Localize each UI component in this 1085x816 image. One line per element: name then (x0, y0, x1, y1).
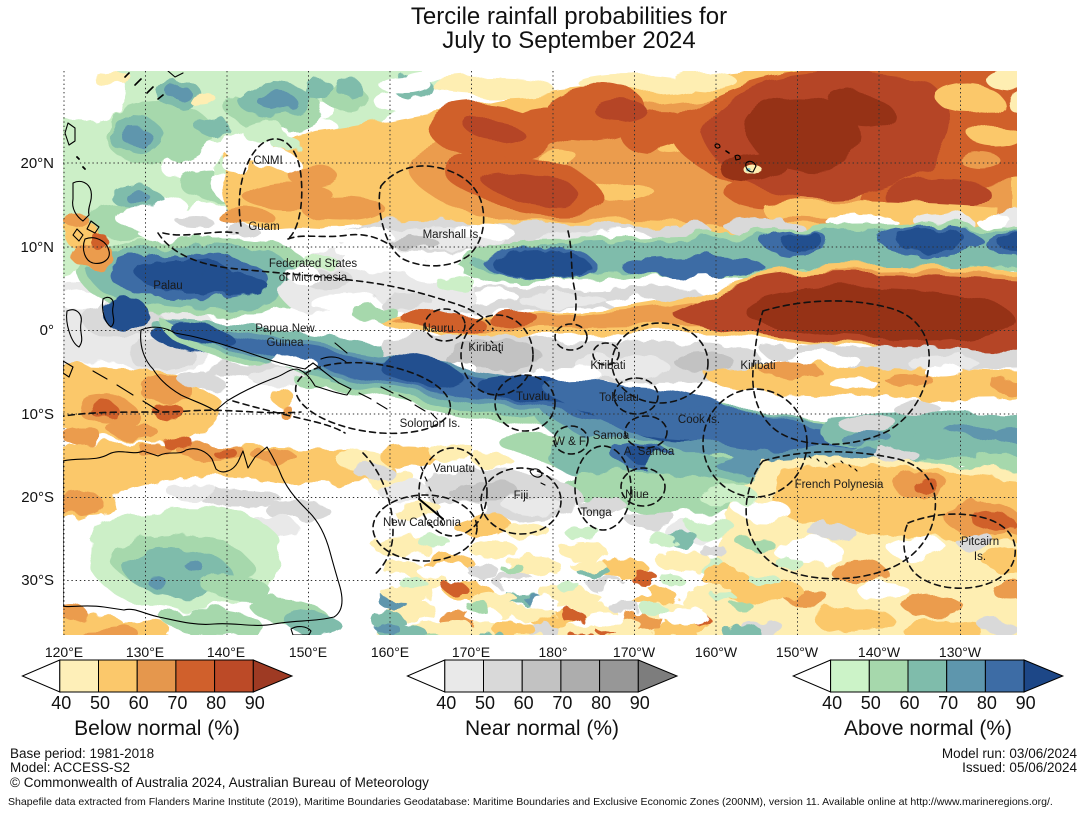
svg-text:Samoa: Samoa (593, 430, 630, 442)
svg-text:Niue: Niue (625, 489, 649, 501)
svg-text:French Polynesia: French Polynesia (795, 479, 884, 491)
svg-text:Tonga: Tonga (580, 507, 612, 519)
svg-text:Palau: Palau (153, 280, 182, 292)
svg-text:Kiribati: Kiribati (590, 360, 625, 372)
svg-text:CNMI: CNMI (253, 155, 282, 167)
svg-text:Kiribati: Kiribati (468, 342, 503, 354)
svg-text:Solomon Is.: Solomon Is. (400, 418, 461, 430)
svg-text:New Caledonia: New Caledonia (383, 517, 462, 529)
svg-text:Papua New: Papua New (255, 323, 315, 335)
svg-text:Guam: Guam (248, 221, 279, 233)
svg-text:Vanuatu: Vanuatu (433, 463, 475, 475)
svg-text:Fiji: Fiji (514, 490, 529, 502)
svg-text:Federated States: Federated States (269, 258, 357, 270)
svg-text:Pitcairn: Pitcairn (961, 536, 999, 548)
svg-text:Cook Is.: Cook Is. (678, 414, 720, 426)
svg-text:of Micronesia: of Micronesia (279, 272, 348, 284)
svg-text:Tuvalu: Tuvalu (516, 391, 550, 403)
svg-text:Kiribati: Kiribati (740, 360, 775, 372)
svg-text:Guinea: Guinea (266, 337, 304, 349)
svg-text:Nauru: Nauru (422, 323, 453, 335)
svg-text:Tokelau: Tokelau (599, 392, 639, 404)
svg-text:Is.: Is. (974, 551, 986, 563)
svg-text:W & F: W & F (554, 436, 586, 448)
svg-text:Marshall Is.: Marshall Is. (423, 229, 482, 241)
svg-text:A. Samoa: A. Samoa (624, 446, 675, 458)
